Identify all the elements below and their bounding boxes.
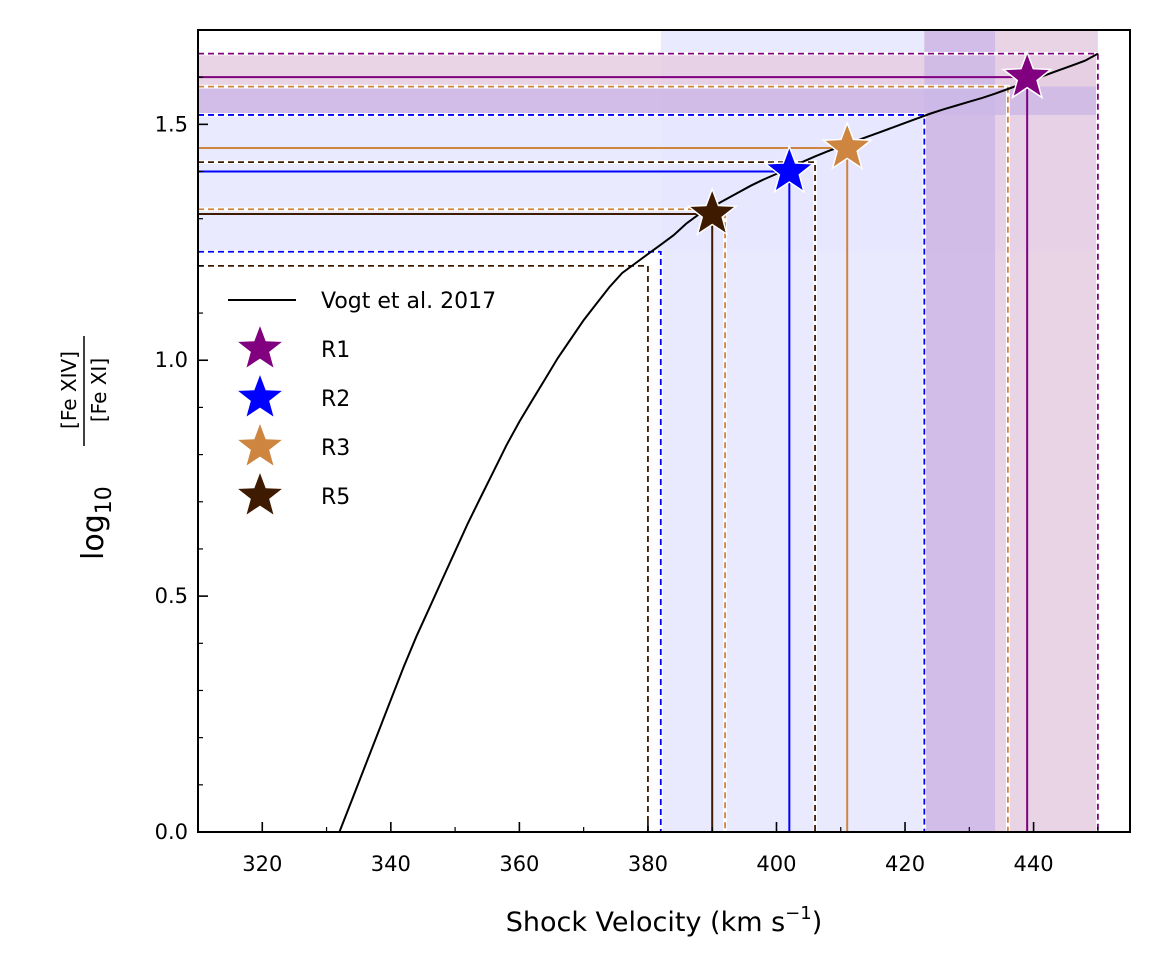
region-stars [686, 50, 1053, 236]
legend-star-r1 [234, 321, 286, 371]
x-tick-label-320: 320 [242, 852, 282, 876]
legend-star-r5 [234, 468, 286, 518]
x-tick-label-340: 340 [371, 852, 411, 876]
dashed-line-r3-0 [198, 208, 726, 832]
dashed-bg-r5-0 [198, 264, 650, 832]
dashed-line-r2-0 [198, 250, 662, 832]
y-axis-label-numerator: [Fe XIV] [57, 351, 81, 429]
star-r2 [763, 144, 816, 194]
x-tick-label-360: 360 [499, 852, 539, 876]
y-tick-label-0.5: 0.5 [155, 584, 188, 608]
legend-label-r5: R5 [321, 485, 350, 510]
y-tick-label-1.5: 1.5 [155, 112, 188, 136]
legend-label-r2: R2 [321, 387, 350, 412]
x-tick-label-440: 440 [1014, 852, 1054, 876]
y-tick-label-1: 1.0 [155, 348, 188, 372]
y-axis-label-log: log10 [76, 486, 117, 560]
legend-star-r2 [234, 370, 286, 420]
y-axis-label-denominator: [Fe XI] [87, 358, 111, 422]
x-tick-label-380: 380 [628, 852, 668, 876]
x-tick-label-400: 400 [756, 852, 796, 876]
band-y-5 [198, 86, 1098, 115]
dashed-line-r5-1 [198, 161, 816, 832]
dashed-bg-r2-0 [198, 249, 663, 832]
shaded-bands [198, 30, 1098, 832]
legend-label-model: Vogt et al. 2017 [321, 289, 496, 314]
model-curve-group [338, 52, 1099, 833]
plot-frame [197, 29, 1131, 833]
y-axis-label: log10 [Fe XIV] [Fe XI] [57, 336, 117, 560]
legend-label-r3: R3 [321, 436, 350, 461]
model-curve [338, 52, 1099, 833]
band-x-4 [924, 30, 996, 832]
x-tick-label-420: 420 [885, 852, 925, 876]
dashed-line-r2-1 [198, 114, 926, 832]
star-r1 [1001, 50, 1053, 100]
axes: 320 340 360 380 400 420 440 0.0 0.5 1.0 1.5 [155, 29, 1131, 876]
error-dashed-lines [198, 51, 1100, 832]
legend-label-r1: R1 [321, 338, 350, 363]
y-tick-label-0: 0.0 [155, 820, 188, 844]
dashed-bg-r3-1 [198, 84, 1010, 832]
axis-labels: Shock Velocity (km s−1) log10 [Fe XIV] [… [57, 336, 822, 938]
x-axis-label: Shock Velocity (km s−1) [506, 903, 823, 938]
legend: Vogt et al. 2017 R1 R2 R3 R5 [228, 289, 496, 518]
legend-star-r3 [234, 419, 286, 469]
star-r3 [821, 120, 874, 170]
star-r5 [686, 186, 739, 236]
